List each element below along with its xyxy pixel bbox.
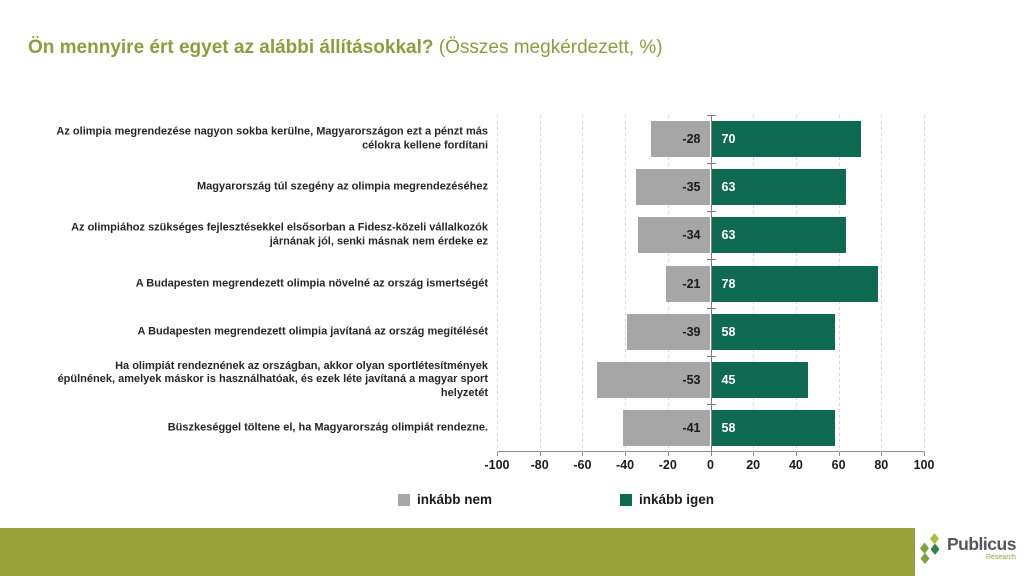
legend-label: inkább nem	[417, 492, 493, 507]
category-label: Az olimpia megrendezése nagyon sokba ker…	[56, 125, 488, 152]
category-label: Büszkeséggel töltene el, ha Magyarország…	[167, 421, 488, 434]
x-axis-tick	[582, 452, 584, 456]
chart-legend: inkább nem inkább igen	[398, 492, 714, 507]
x-axis-tick	[795, 452, 797, 456]
category-label: A Budapesten megrendezett olimpia javíta…	[137, 324, 488, 337]
legend-item: inkább nem	[398, 492, 492, 507]
logo-name: Publicus	[947, 534, 1016, 554]
category-axis-tick	[706, 355, 716, 357]
x-axis-tick-label: -100	[484, 458, 510, 472]
logo-subtitle: Research	[985, 554, 1016, 561]
category-label: A Budapesten megrendezett olimpia növeln…	[135, 276, 488, 289]
category-axis-tick	[706, 307, 716, 309]
zero-axis-line	[710, 115, 712, 452]
x-axis-tick-label: 80	[874, 458, 889, 472]
bar-inkabb-igen: 63	[711, 169, 846, 206]
x-axis-tick	[753, 452, 755, 456]
gridline	[497, 115, 498, 452]
x-axis-tick	[924, 452, 925, 456]
gridline	[582, 115, 584, 452]
legend-swatch	[619, 493, 632, 506]
category-axis-tick	[706, 211, 716, 213]
category-axis-tick	[706, 163, 716, 165]
x-axis-tick-label: -40	[616, 458, 635, 472]
category-label: Az olimpiához szükséges fejlesztésekkel …	[71, 221, 488, 248]
bar-inkabb-igen: 58	[711, 409, 836, 446]
x-axis-tick	[497, 452, 498, 456]
x-axis-tick-label: -20	[658, 458, 677, 472]
chart-title: Ön mennyire ért egyet az alábbi állításo…	[28, 36, 663, 60]
x-axis-tick-label: 40	[788, 458, 803, 472]
x-axis-tick-label: 0	[707, 458, 714, 472]
publicus-logo-text: Publicus Research	[947, 535, 1016, 561]
bar-inkabb-nem: -21	[665, 265, 711, 302]
category-axis-tick	[706, 259, 716, 261]
x-axis-tick-label: -80	[530, 458, 549, 472]
bar-inkabb-nem: -39	[627, 313, 711, 350]
x-axis-tick-label: 100	[913, 458, 935, 472]
bar-inkabb-igen: 45	[711, 361, 808, 398]
chart-title-suffix: (Összes megkérdezett, %)	[433, 37, 663, 58]
x-axis-tick	[667, 452, 669, 456]
bar-inkabb-igen: 70	[711, 121, 861, 158]
publicus-diamonds-icon	[920, 532, 940, 564]
category-labels: Az olimpia megrendezése nagyon sokba ker…	[55, 115, 488, 452]
gridline	[625, 115, 627, 452]
category-axis-tick	[706, 115, 716, 116]
x-axis-tick-label: -60	[573, 458, 592, 472]
x-axis-tick	[838, 452, 840, 456]
legend-item: inkább igen	[619, 492, 714, 507]
footer-brand-bar	[0, 528, 915, 576]
legend-swatch	[398, 493, 410, 506]
x-axis-tick	[539, 452, 541, 456]
bar-inkabb-nem: -35	[635, 169, 711, 206]
gridline	[881, 115, 883, 452]
x-axis-tick-label: 20	[746, 458, 761, 472]
bar-inkabb-nem: -34	[637, 217, 711, 254]
category-label: Ha olimpiát rendeznének az országban, ak…	[57, 359, 488, 399]
plot-area: -100 -80 -60 -40 -20 0 20 40 60 80 100 -28 70 -35 63 -3…	[484, 115, 934, 472]
category-label: Magyarország túl szegény az olimpia megr…	[197, 180, 488, 193]
x-axis-tick	[881, 452, 883, 456]
legend-label: inkább igen	[638, 492, 714, 507]
x-axis-tick	[710, 452, 712, 456]
x-axis-tick	[625, 452, 627, 456]
gridline	[924, 115, 925, 452]
bar-inkabb-nem: -28	[650, 121, 711, 158]
gridline	[539, 115, 541, 452]
bar-inkabb-nem: -41	[622, 409, 711, 446]
bar-inkabb-igen: 58	[711, 313, 836, 350]
bar-inkabb-igen: 78	[711, 265, 879, 302]
bar-inkabb-nem: -53	[597, 361, 711, 398]
x-axis-tick-label: 60	[831, 458, 846, 472]
publicus-logo: Publicus Research	[915, 520, 1024, 576]
bar-inkabb-igen: 63	[711, 217, 846, 254]
category-axis-tick	[706, 403, 716, 405]
chart-title-main: Ön mennyire ért egyet az alábbi állításo…	[28, 37, 434, 58]
